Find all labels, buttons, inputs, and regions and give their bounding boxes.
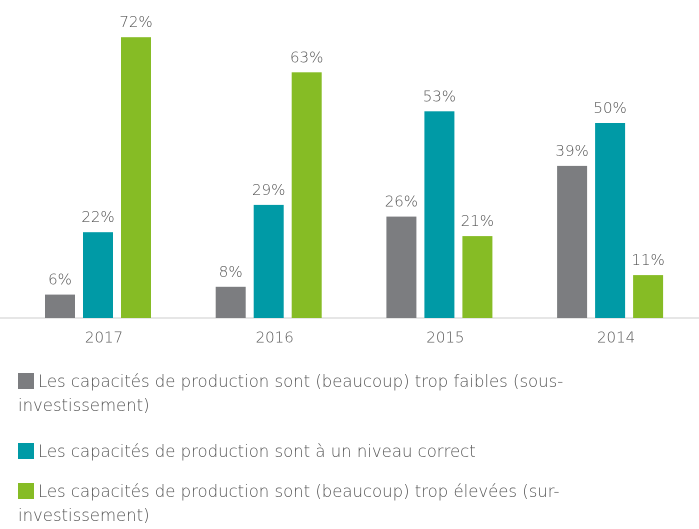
legend-label: Les capacités de production sont (beauco… bbox=[18, 482, 560, 525]
value-label: 53% bbox=[423, 87, 456, 105]
bar bbox=[83, 232, 113, 318]
legend-item: Les capacités de production sont (beauco… bbox=[18, 480, 678, 528]
value-label: 8% bbox=[219, 263, 243, 281]
bar bbox=[386, 216, 417, 318]
legend-item: Les capacités de production sont à un ni… bbox=[18, 440, 678, 464]
value-label: 6% bbox=[48, 271, 72, 289]
value-label: 39% bbox=[555, 142, 588, 160]
legend-swatch bbox=[18, 483, 34, 499]
value-label: 11% bbox=[631, 251, 664, 269]
chart: 6% 22% 72% 2017 8% 29% 63% 2016 26% 53% 21% 2015 39%… bbox=[0, 13, 699, 346]
bar bbox=[253, 204, 284, 318]
bar bbox=[215, 286, 246, 318]
value-label: 50% bbox=[593, 99, 626, 117]
legend-swatch bbox=[18, 373, 34, 389]
value-label: 29% bbox=[252, 181, 285, 199]
x-tick-label: 2014 bbox=[597, 329, 635, 346]
value-label: 26% bbox=[385, 193, 418, 211]
bar bbox=[462, 236, 493, 318]
value-label: 22% bbox=[81, 208, 114, 226]
bar bbox=[557, 165, 588, 318]
legend-label: Les capacités de production sont (beauco… bbox=[18, 372, 564, 415]
value-label: 21% bbox=[461, 212, 494, 230]
x-tick-label: 2015 bbox=[426, 329, 464, 346]
value-label: 63% bbox=[290, 48, 323, 66]
bar bbox=[291, 72, 322, 318]
value-label: 72% bbox=[119, 13, 152, 31]
bar bbox=[45, 294, 75, 318]
x-tick-label: 2017 bbox=[85, 329, 123, 346]
legend-item: Les capacités de production sont (beauco… bbox=[18, 370, 678, 418]
bar bbox=[121, 37, 151, 318]
legend-label: Les capacités de production sont à un ni… bbox=[38, 442, 476, 461]
legend-swatch bbox=[18, 443, 34, 459]
bar bbox=[424, 111, 455, 318]
bar bbox=[595, 123, 626, 318]
bar bbox=[633, 275, 664, 318]
x-tick-label: 2016 bbox=[256, 329, 294, 346]
